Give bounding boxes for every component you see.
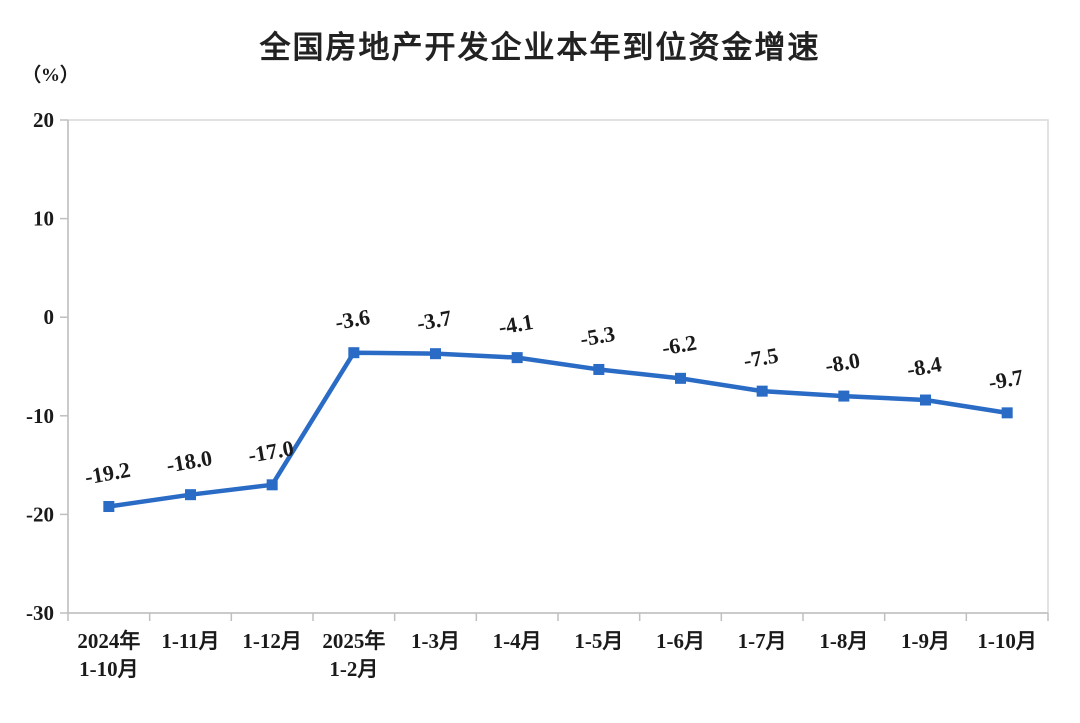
data-label: -6.2 bbox=[660, 330, 699, 361]
data-point-marker bbox=[348, 347, 360, 359]
data-label: -8.0 bbox=[823, 347, 862, 378]
data-point-marker bbox=[266, 479, 278, 491]
x-tick-label: 1-8月 bbox=[819, 629, 868, 653]
data-point-marker bbox=[103, 501, 115, 513]
data-label: -5.3 bbox=[578, 321, 617, 352]
series-line bbox=[106, 350, 1010, 509]
x-tick-label: 1-10月 bbox=[977, 629, 1037, 653]
data-label: -9.7 bbox=[987, 364, 1026, 395]
data-point-marker bbox=[511, 352, 523, 364]
data-label: -3.6 bbox=[333, 304, 372, 335]
x-tick-label: 1-5月 bbox=[574, 629, 623, 653]
y-tick-label: 0 bbox=[44, 305, 55, 329]
y-tick-label: -10 bbox=[26, 404, 54, 428]
data-point-marker bbox=[675, 372, 686, 384]
x-tick-label: 1-6月 bbox=[656, 629, 705, 653]
data-point-marker bbox=[185, 489, 196, 501]
y-tick-label: -20 bbox=[26, 502, 54, 526]
x-tick-label: 1-3月 bbox=[411, 629, 460, 653]
y-tick-label: 20 bbox=[33, 108, 54, 132]
data-label: -4.1 bbox=[497, 309, 536, 340]
data-label: -19.2 bbox=[83, 457, 132, 490]
x-tick-label: 1-11月 bbox=[161, 629, 219, 653]
x-tick-label: 1-4月 bbox=[493, 629, 542, 653]
data-label: -3.7 bbox=[415, 305, 454, 336]
x-tick-label: 2025年 1-2月 bbox=[322, 629, 385, 681]
y-tick-label: 10 bbox=[33, 207, 54, 231]
data-label: -8.4 bbox=[905, 351, 944, 382]
x-tick-label: 1-12月 bbox=[242, 629, 302, 653]
chart-title: 全国房地产开发企业本年到位资金增速 bbox=[259, 30, 821, 65]
x-tick-label: 1-7月 bbox=[738, 629, 787, 653]
data-point-marker bbox=[1001, 407, 1013, 419]
plot-border bbox=[67, 119, 1049, 614]
data-label: -7.5 bbox=[742, 342, 781, 373]
y-tick-label: -30 bbox=[26, 601, 54, 625]
data-point-marker bbox=[756, 385, 768, 397]
data-point-marker bbox=[430, 348, 441, 360]
data-point-marker bbox=[593, 363, 605, 375]
data-point-marker bbox=[920, 394, 931, 406]
data-point-marker bbox=[838, 390, 850, 402]
x-tick-label: 2024年 1-10月 bbox=[77, 629, 140, 681]
data-label: -18.0 bbox=[164, 445, 213, 478]
x-tick-label: 1-9月 bbox=[901, 629, 950, 653]
y-axis-unit-label: （%） bbox=[22, 65, 80, 86]
